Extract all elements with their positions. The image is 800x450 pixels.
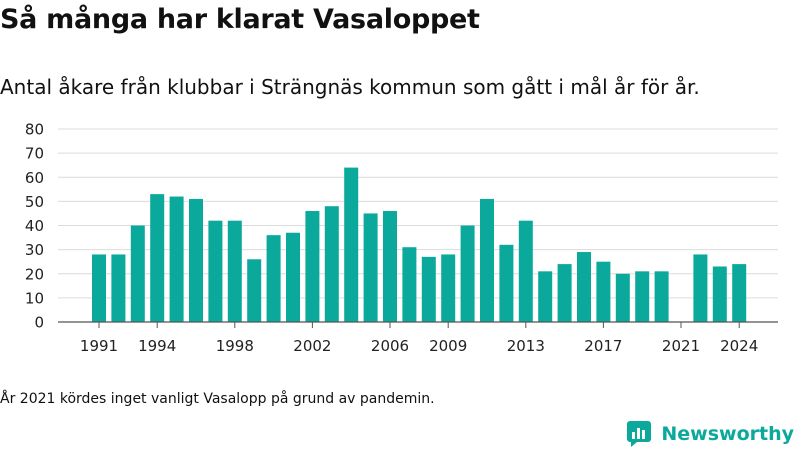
bar-2004 <box>344 167 359 322</box>
bar-2005 <box>363 213 378 322</box>
x-axis-ticks: 1991 1994 1998 2002 2006 2009 2013 2017 2021 2024 <box>80 322 758 355</box>
bar-1996 <box>189 198 203 322</box>
y-tick-label: 50 <box>25 193 44 211</box>
y-tick-label: 0 <box>34 314 44 332</box>
bar-2015 <box>557 264 572 322</box>
bar-2006 <box>383 211 397 322</box>
bar-1997 <box>208 220 223 322</box>
bar-2000 <box>266 235 281 322</box>
x-tick-label: 2006 <box>371 337 409 355</box>
bar-2002 <box>305 211 320 322</box>
x-tick-label: 1994 <box>138 337 176 355</box>
bar-2022 <box>693 254 708 322</box>
footnote: År 2021 kördes inget vanligt Vasalopp på… <box>0 391 435 407</box>
bar-2020 <box>654 271 669 322</box>
x-tick-label: 2024 <box>720 337 758 355</box>
brand-name: Newsworthy <box>661 423 794 445</box>
chart-title: Så många har klarat Vasaloppet <box>0 4 480 35</box>
y-axis-ticks: 0 10 20 30 40 50 60 70 80 <box>25 121 44 332</box>
bar-2013 <box>518 220 533 322</box>
newsworthy-logo: Newsworthy <box>627 421 794 447</box>
newsworthy-logo-icon <box>627 421 652 447</box>
bar-2023 <box>712 266 727 322</box>
bar-1995 <box>169 196 184 322</box>
bar-2011 <box>480 198 494 322</box>
bar-1999 <box>247 259 262 322</box>
bar-2017 <box>596 261 611 322</box>
x-tick-label: 2002 <box>293 337 331 355</box>
y-tick-label: 70 <box>25 145 44 163</box>
bar-2007 <box>402 247 417 322</box>
y-tick-label: 80 <box>25 121 44 139</box>
bars <box>92 167 747 322</box>
bar-2019 <box>635 271 650 322</box>
y-tick-label: 20 <box>25 265 44 283</box>
bar-2010 <box>460 225 475 322</box>
y-tick-label: 60 <box>25 169 44 187</box>
x-tick-label: 2013 <box>507 337 545 355</box>
y-tick-label: 30 <box>25 241 44 259</box>
bar-1992 <box>111 254 126 322</box>
chart-subtitle: Antal åkare från klubbar i Strängnäs kom… <box>0 75 700 99</box>
bar-2001 <box>286 232 300 322</box>
bar-2003 <box>324 206 339 322</box>
x-tick-label: 2009 <box>429 337 467 355</box>
grid-lines <box>58 128 778 299</box>
bar-2009 <box>441 254 456 322</box>
bar-2012 <box>499 244 514 322</box>
bar-1993 <box>130 225 145 322</box>
x-tick-label: 2017 <box>584 337 622 355</box>
bar-2008 <box>421 256 436 322</box>
y-tick-label: 40 <box>25 217 44 235</box>
x-tick-label: 1998 <box>216 337 254 355</box>
y-tick-label: 10 <box>25 289 44 307</box>
x-tick-label: 2021 <box>662 337 700 355</box>
bar-1998 <box>227 220 242 322</box>
bar-2024 <box>732 264 747 322</box>
x-tick-label: 1991 <box>80 337 118 355</box>
bar-2018 <box>615 273 630 322</box>
bar-1994 <box>150 194 165 322</box>
bar-2014 <box>538 271 553 322</box>
bar-2016 <box>577 252 591 322</box>
bar-chart: 0 10 20 30 40 50 60 70 80 1991 1994 1998 2002 2006 20… <box>25 121 778 355</box>
bar-1991 <box>92 254 106 322</box>
